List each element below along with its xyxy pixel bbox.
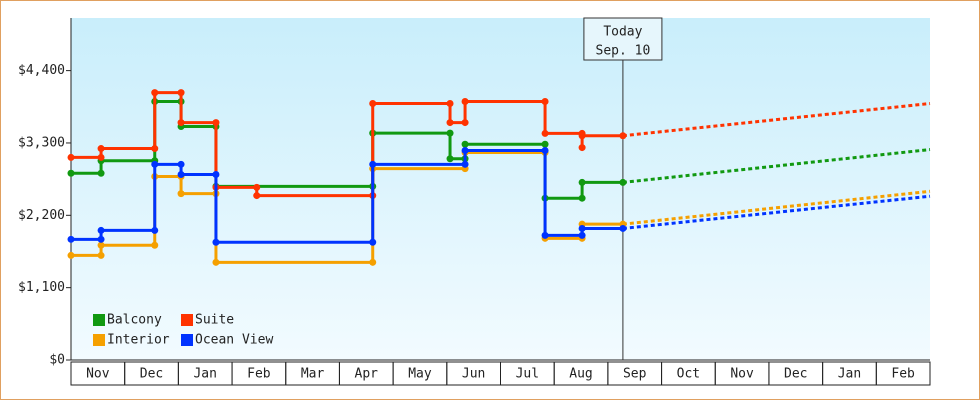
x-tick-label: Jun [462, 367, 485, 382]
x-tick-label: Nov [730, 367, 754, 382]
price-point [151, 241, 159, 249]
price-point [212, 171, 220, 179]
price-point [151, 226, 159, 234]
forecast-line [622, 148, 931, 184]
price-point [97, 169, 105, 177]
price-line [71, 149, 623, 244]
price-point [446, 155, 454, 163]
price-point [578, 132, 586, 140]
price-point [212, 119, 220, 127]
forecast-line [622, 189, 931, 226]
price-point [177, 119, 185, 127]
price-point [97, 241, 105, 249]
price-line [71, 150, 623, 264]
price-point [541, 129, 549, 137]
price-point [541, 98, 549, 106]
price-point [151, 145, 159, 153]
y-tick-label: $0 [49, 353, 65, 368]
x-tick-label: Sep [623, 367, 647, 382]
price-point [212, 238, 220, 246]
x-tick-label: Mar [301, 367, 325, 382]
price-point [97, 226, 105, 234]
plot-area [71, 18, 930, 360]
x-tick-label: Dec [140, 367, 163, 382]
x-tick-label: Dec [784, 367, 807, 382]
price-point [97, 251, 105, 259]
price-point [461, 140, 469, 148]
forecast-line [622, 194, 931, 230]
price-point [461, 119, 469, 127]
price-point [446, 129, 454, 137]
legend-label[interactable]: Ocean View [195, 333, 273, 348]
today-date: Sep. 10 [596, 44, 651, 59]
y-tick-label: $4,400 [18, 63, 65, 78]
legend-swatch[interactable] [93, 334, 105, 346]
price-point [67, 235, 75, 243]
legend-swatch[interactable] [181, 314, 193, 326]
price-point [578, 178, 586, 186]
price-point [97, 235, 105, 243]
price-point [212, 258, 220, 266]
price-point [578, 194, 586, 202]
price-point [97, 145, 105, 153]
today-label: Today [603, 25, 642, 40]
legend-label[interactable]: Balcony [107, 313, 162, 328]
price-point [578, 144, 586, 152]
legend-swatch[interactable] [181, 334, 193, 346]
x-tick-label: Feb [247, 367, 271, 382]
price-point [151, 160, 159, 168]
x-tick-label: May [408, 367, 432, 382]
today-box [583, 17, 663, 61]
price-point [541, 147, 549, 155]
price-point [177, 190, 185, 198]
x-tick-label: Apr [355, 367, 379, 382]
x-tick-cell [875, 361, 931, 386]
price-point [446, 119, 454, 127]
price-point [619, 178, 627, 186]
price-point [369, 100, 377, 107]
price-point [461, 160, 469, 168]
price-point [461, 98, 469, 106]
y-tick-label: $2,200 [18, 208, 65, 223]
price-point [446, 100, 454, 107]
price-point [578, 224, 586, 232]
x-tick-label: Jul [516, 367, 539, 382]
price-point [67, 251, 75, 259]
price-point [541, 231, 549, 239]
x-tick-label: Nov [86, 367, 110, 382]
price-point [461, 147, 469, 155]
price-point [253, 192, 261, 200]
price-point [97, 153, 105, 161]
price-point [369, 160, 377, 168]
price-point [177, 89, 185, 97]
price-point [619, 224, 627, 232]
x-tick-label: Jan [193, 367, 216, 382]
legend-swatch[interactable] [93, 314, 105, 326]
x-tick-label: Feb [891, 367, 915, 382]
price-point [369, 258, 377, 266]
y-tick-label: $1,100 [18, 280, 65, 295]
price-point [578, 231, 586, 239]
price-point [541, 140, 549, 148]
x-tick-label: Jan [838, 367, 861, 382]
legend-label[interactable]: Interior [107, 333, 170, 348]
price-point [369, 238, 377, 246]
price-point [177, 160, 185, 168]
price-point [151, 89, 159, 97]
price-point [253, 183, 261, 191]
x-tick-label: Oct [677, 367, 700, 382]
price-point [67, 153, 75, 161]
legend-label[interactable]: Suite [195, 313, 234, 328]
x-tick-label: Aug [569, 367, 592, 382]
price-point [177, 171, 185, 179]
price-point [619, 132, 627, 140]
forecast-line [622, 102, 931, 138]
price-point [67, 169, 75, 177]
y-tick-label: $3,300 [18, 135, 65, 150]
